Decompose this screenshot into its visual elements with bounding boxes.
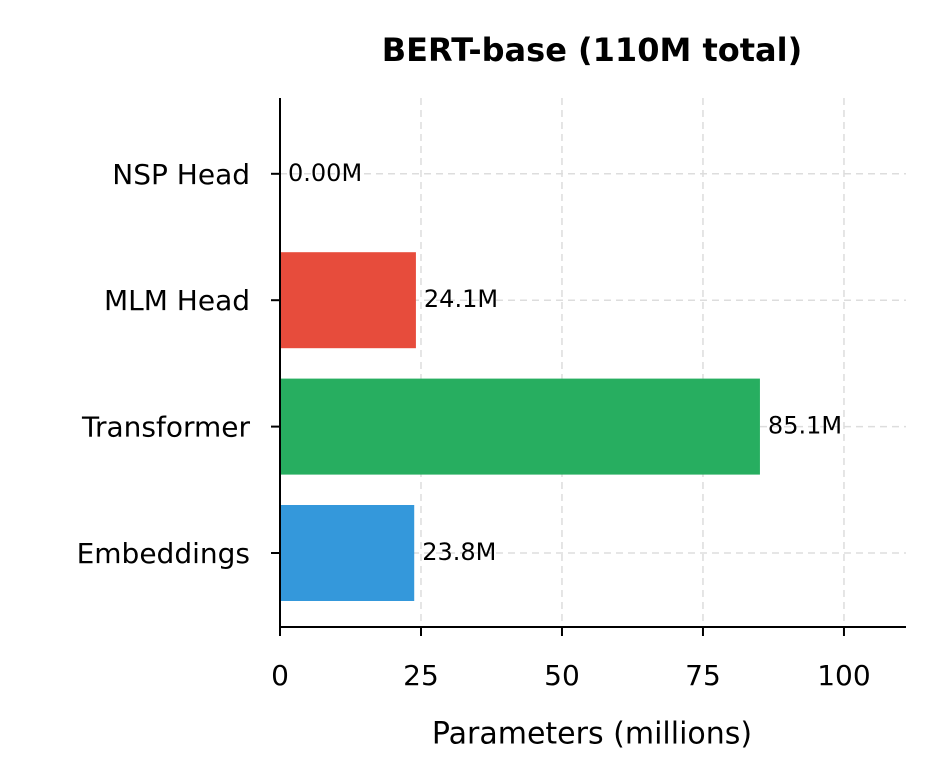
bar [280, 505, 415, 601]
y-tick-label: NSP Head [112, 158, 250, 191]
x-tick-label: 25 [403, 659, 439, 692]
value-label: 24.1M [424, 285, 498, 313]
y-tick-label: Transformer [81, 411, 251, 444]
bar [280, 378, 760, 475]
x-tick-label: 75 [685, 659, 721, 692]
value-label: 0.00M [288, 159, 362, 187]
x-tick-label: 0 [271, 659, 289, 692]
x-tick-label: 50 [544, 659, 580, 692]
x-tick-label: 100 [817, 659, 870, 692]
bar [280, 252, 416, 349]
value-label: 85.1M [768, 412, 842, 440]
x-axis-label: Parameters (millions) [432, 717, 752, 752]
y-tick-label: MLM Head [104, 284, 250, 317]
chart-title: BERT-base (110M total) [382, 31, 802, 69]
value-label: 23.8M [422, 538, 496, 566]
y-tick-label: Embeddings [77, 537, 250, 570]
